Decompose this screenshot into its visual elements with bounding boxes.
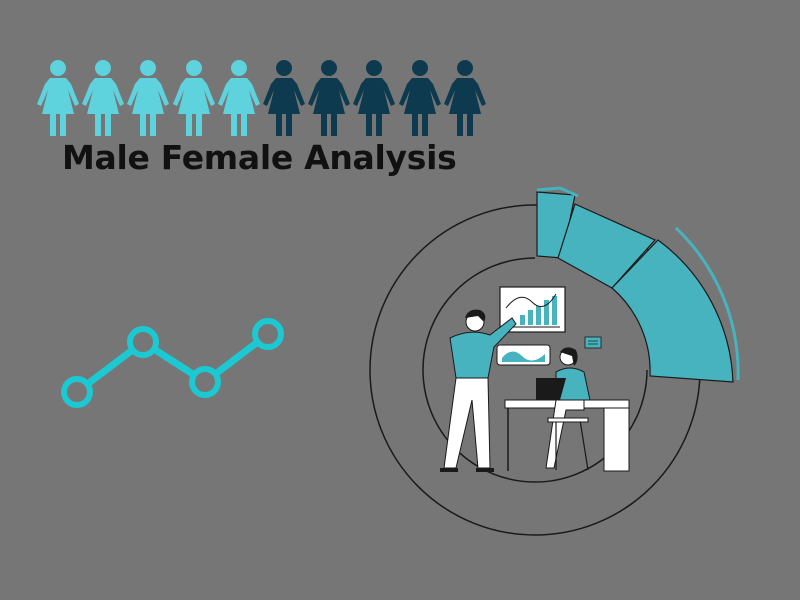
woman-at-laptop-icon [536, 347, 591, 471]
female-figure-icon [398, 60, 441, 136]
page-title: Male Female Analysis [62, 138, 457, 177]
female-figure-icon [443, 60, 486, 136]
line-point [61, 376, 93, 408]
ring-segments [536, 186, 740, 383]
message-icon [584, 336, 602, 349]
female-figure-icon [82, 60, 125, 136]
female-figure-icon [172, 60, 215, 136]
data-analysis-scene-icon [369, 186, 740, 536]
line-point [189, 366, 221, 398]
line-point [252, 318, 284, 350]
female-figure-icon [127, 60, 170, 136]
line-point [127, 326, 159, 358]
desk-icon [504, 399, 630, 472]
people-row [36, 58, 488, 138]
female-figure-icon [308, 60, 351, 136]
female-figure-icon [263, 60, 305, 136]
man-presenting-icon [440, 309, 517, 472]
female-figure-icon [217, 60, 260, 136]
trend-line-icon [61, 318, 284, 408]
female-figure-icon [353, 60, 396, 136]
female-figure-icon [37, 60, 79, 136]
wave-chart-card-icon [496, 344, 551, 366]
